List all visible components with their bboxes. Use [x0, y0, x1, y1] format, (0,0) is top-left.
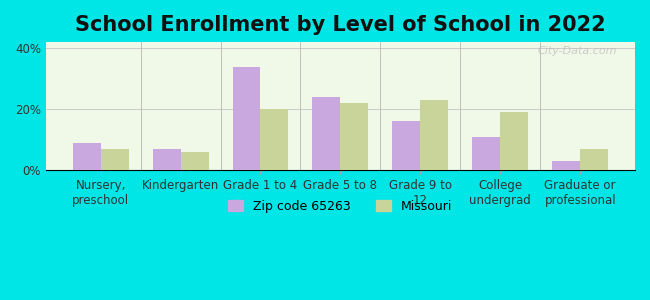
Bar: [552, 161, 580, 170]
Legend: Zip code 65263, Missouri: Zip code 65263, Missouri: [224, 195, 458, 218]
Bar: [421, 100, 448, 170]
Title: School Enrollment by Level of School in 2022: School Enrollment by Level of School in …: [75, 15, 606, 35]
Bar: [313, 97, 341, 170]
Bar: [233, 67, 261, 170]
Bar: [473, 137, 501, 170]
Bar: [500, 112, 528, 170]
Text: City-Data.com: City-Data.com: [538, 46, 618, 56]
Bar: [580, 149, 608, 170]
Bar: [153, 149, 181, 170]
Bar: [341, 103, 369, 170]
Bar: [73, 143, 101, 170]
Bar: [393, 122, 421, 170]
Bar: [261, 109, 289, 170]
Bar: [101, 149, 129, 170]
Bar: [181, 152, 209, 170]
